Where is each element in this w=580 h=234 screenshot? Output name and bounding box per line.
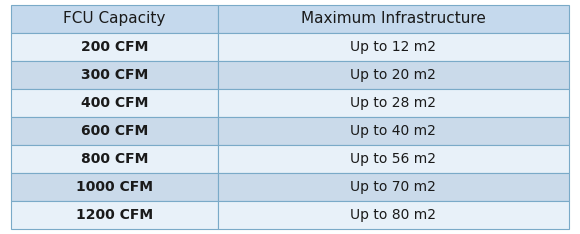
Bar <box>12 61 217 89</box>
Bar <box>218 173 568 201</box>
Text: Up to 28 m2: Up to 28 m2 <box>350 96 436 110</box>
Bar <box>12 5 217 33</box>
Text: 800 CFM: 800 CFM <box>81 152 148 166</box>
Bar <box>218 145 568 173</box>
Text: Maximum Infrastructure: Maximum Infrastructure <box>300 11 485 26</box>
Text: 1000 CFM: 1000 CFM <box>76 180 153 194</box>
Text: Up to 40 m2: Up to 40 m2 <box>350 124 436 138</box>
Text: FCU Capacity: FCU Capacity <box>63 11 166 26</box>
Text: 300 CFM: 300 CFM <box>81 68 148 82</box>
Bar <box>12 145 217 173</box>
Bar <box>218 117 568 145</box>
Text: Up to 12 m2: Up to 12 m2 <box>350 40 436 54</box>
Text: 200 CFM: 200 CFM <box>81 40 148 54</box>
Text: Up to 20 m2: Up to 20 m2 <box>350 68 436 82</box>
Bar <box>12 117 217 145</box>
Text: Up to 80 m2: Up to 80 m2 <box>350 208 436 222</box>
Bar <box>12 89 217 117</box>
Bar <box>12 173 217 201</box>
Bar <box>218 89 568 117</box>
Text: 600 CFM: 600 CFM <box>81 124 148 138</box>
Text: 1200 CFM: 1200 CFM <box>76 208 153 222</box>
Text: Up to 70 m2: Up to 70 m2 <box>350 180 436 194</box>
Bar <box>12 33 217 61</box>
Text: Up to 56 m2: Up to 56 m2 <box>350 152 436 166</box>
Bar <box>218 61 568 89</box>
Bar <box>12 201 217 229</box>
Bar <box>218 5 568 33</box>
Text: 400 CFM: 400 CFM <box>81 96 148 110</box>
Bar <box>218 201 568 229</box>
Bar <box>218 33 568 61</box>
